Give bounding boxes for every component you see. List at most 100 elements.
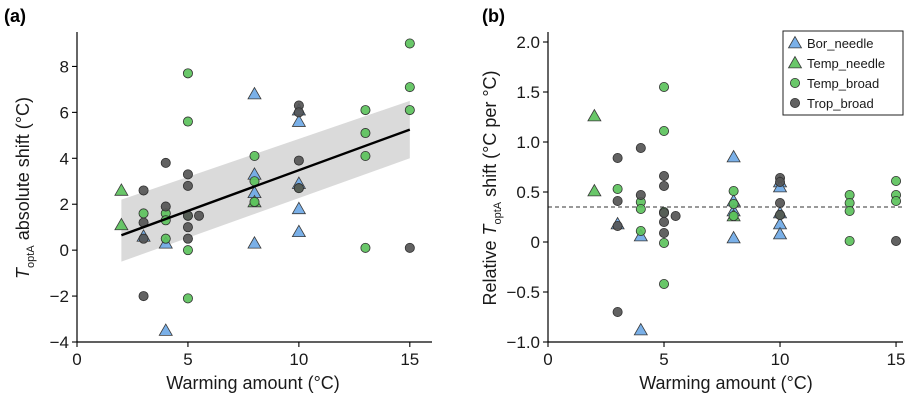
point-temp-broad (844, 235, 855, 246)
point-trop-broad (612, 195, 623, 206)
point-temp-broad (728, 198, 739, 209)
point-trop-broad (635, 142, 646, 153)
point-trop-broad (293, 155, 304, 166)
panel-b-y-label-suffix: shift (°C per °C) (480, 70, 500, 201)
point-temp-broad (182, 245, 193, 256)
x-tick-label: 5 (659, 350, 668, 369)
y-tick-label: 2.0 (516, 33, 540, 52)
point-bor-needle (633, 322, 648, 336)
point-temp-needle (114, 217, 129, 231)
point-bor-needle (247, 86, 262, 100)
point-trop-broad (293, 183, 304, 194)
point-trop-broad (775, 209, 786, 220)
panel-b-axes (547, 32, 903, 343)
point-temp-broad (360, 128, 371, 139)
point-temp-broad (249, 150, 260, 161)
point-trop-broad (182, 233, 193, 244)
point-temp-broad (404, 105, 415, 116)
point-bor-needle (291, 201, 307, 215)
legend-entry-label: Trop_broad (807, 96, 874, 111)
point-temp-broad (249, 196, 260, 207)
point-trop-broad (293, 107, 304, 118)
legend-entry-label: Temp_needle (807, 56, 885, 71)
y-tick-label: 8 (60, 57, 69, 76)
panel-b-y-axis-label: Relative ToptA shift (°C per °C) (480, 70, 504, 305)
point-bor-needle (158, 323, 173, 336)
point-temp-broad (844, 205, 855, 216)
point-trop-broad (659, 180, 670, 191)
legend-entry-label: Temp_broad (807, 76, 879, 91)
point-bor-needle (726, 230, 741, 244)
point-temp-broad (360, 242, 371, 253)
x-tick-label: 5 (183, 350, 192, 369)
panel-b-label: (b) (482, 6, 505, 26)
y-tick-label: 0 (60, 241, 69, 260)
point-bor-needle (726, 149, 741, 163)
panel-b-y-label-prefix: Relative T (480, 223, 500, 306)
y-tick-label: −1.0 (506, 333, 540, 352)
point-trop-broad (670, 210, 681, 221)
y-tick-label: −4 (50, 333, 69, 352)
x-tick-label: 0 (543, 350, 552, 369)
y-tick-label: 1.5 (516, 83, 540, 102)
legend-box (782, 30, 904, 116)
x-tick-label: 0 (72, 350, 81, 369)
point-temp-broad (635, 225, 646, 236)
point-temp-broad (891, 175, 902, 186)
point-temp-broad (404, 38, 415, 49)
x-tick-label: 15 (887, 350, 906, 369)
point-trop-broad (891, 235, 902, 246)
point-trop-broad (182, 169, 193, 180)
point-trop-broad (612, 306, 623, 317)
point-bor-needle (247, 235, 262, 249)
point-temp-needle (587, 183, 602, 197)
point-trop-broad (775, 176, 786, 187)
point-trop-broad (659, 227, 670, 238)
legend-marker (787, 35, 803, 49)
y-tick-label: −0.5 (506, 283, 540, 302)
point-trop-broad (612, 220, 623, 231)
point-temp-broad (659, 237, 670, 248)
panel-a-ticks: 0 5 10 15 −4 −2 0 2 4 6 8 (50, 57, 420, 369)
point-temp-broad (659, 278, 670, 289)
legend-marker (787, 55, 803, 69)
point-temp-broad (160, 233, 171, 244)
panel-a-y-label-suffix: absolute shift (°C) (13, 97, 33, 245)
y-tick-label: 0 (531, 233, 540, 252)
point-trop-broad (659, 216, 670, 227)
point-temp-broad (182, 116, 193, 127)
point-temp-broad (182, 68, 193, 79)
legend-marker (790, 98, 801, 109)
point-trop-broad (138, 233, 149, 244)
point-temp-needle (114, 183, 129, 196)
regression-line (120, 128, 411, 237)
panel-a-axes (76, 32, 432, 343)
point-trop-broad (659, 170, 670, 181)
point-trop-broad (635, 189, 646, 200)
panel-b: (b) 0 5 10 15 −1.0 −0.5 0 0.5 1.0 1.5 2.0 Warming … (480, 6, 906, 393)
panel-b-ticks: 0 5 10 15 −1.0 −0.5 0 0.5 1.0 1.5 2.0 (506, 33, 905, 369)
panel-b-legend: Bor_needle Temp_needle Temp_broad Trop_broa… (782, 30, 904, 116)
point-temp-broad (659, 126, 670, 137)
panel-b-y-label-italic-t: T (480, 223, 500, 236)
y-tick-label: 4 (60, 149, 69, 168)
panel-b-y-label-sub: optA (492, 201, 504, 224)
point-trop-broad (659, 207, 670, 218)
point-trop-broad (775, 197, 786, 208)
x-tick-label: 10 (771, 350, 790, 369)
point-temp-needle (587, 108, 602, 122)
point-temp-broad (728, 185, 739, 196)
point-temp-broad (360, 150, 371, 161)
point-trop-broad (404, 242, 415, 253)
panel-a-points (114, 38, 415, 336)
y-tick-label: 2 (60, 195, 69, 214)
x-tick-label: 10 (289, 350, 308, 369)
point-temp-broad (360, 105, 371, 116)
point-temp-broad (404, 82, 415, 93)
point-trop-broad (138, 185, 149, 196)
panel-a-x-axis-label: Warming amount (°C) (166, 373, 340, 393)
point-temp-broad (728, 210, 739, 221)
panel-b-points (587, 82, 902, 336)
